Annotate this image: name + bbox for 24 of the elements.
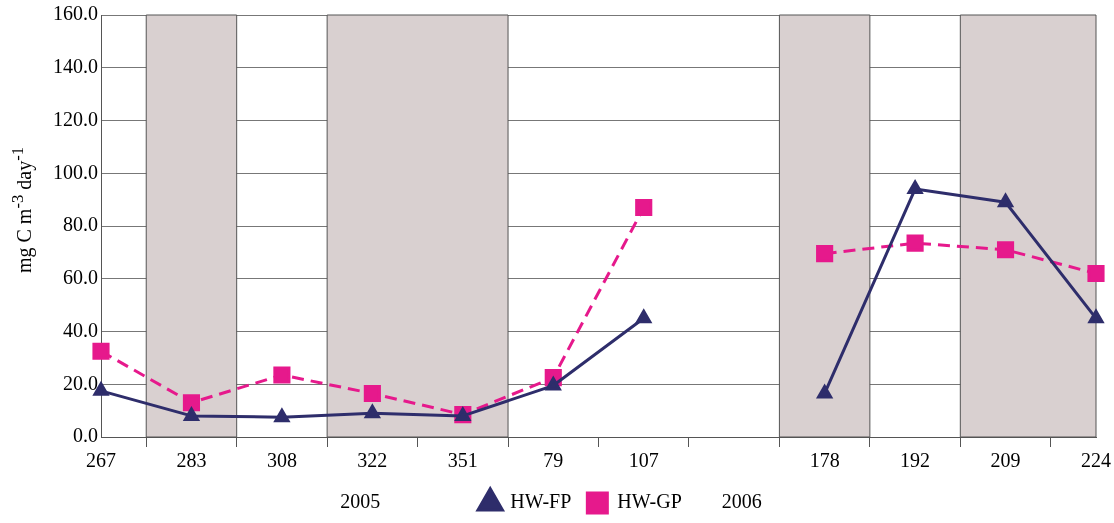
- y-tick-label: 140.0: [53, 55, 98, 77]
- x-tick-label: 224: [1081, 449, 1111, 472]
- y-tick-label: 40.0: [63, 318, 98, 341]
- x-tick-label: 322: [357, 449, 388, 472]
- y-tick-label: 100.0: [53, 160, 98, 183]
- legend-label: HW-GP: [617, 490, 682, 513]
- y-tick-label: 0.0: [73, 424, 98, 447]
- x-tick-label: 178: [809, 449, 840, 472]
- y-tick-label: 60.0: [63, 266, 98, 288]
- y-tick-label: 160.0: [53, 2, 98, 25]
- legend-label: HW-FP: [510, 490, 572, 513]
- y-tick-label: 20.0: [63, 371, 98, 394]
- x-tick-label: 283: [176, 449, 207, 472]
- y-tick-label: 120.0: [53, 107, 98, 130]
- x-tick-label: 192: [900, 449, 931, 472]
- x-tick-label: 308: [266, 449, 297, 472]
- x-tick-label: 351: [447, 449, 478, 472]
- x-tick-label: 79: [543, 449, 564, 472]
- x-tick-label: 267: [86, 449, 116, 472]
- x-tick-label: 107: [628, 449, 659, 472]
- text: 2005: [340, 490, 381, 513]
- x-tick-label: 209: [990, 449, 1021, 472]
- text: 2006: [721, 490, 762, 513]
- y-tick-label: 80.0: [63, 213, 98, 236]
